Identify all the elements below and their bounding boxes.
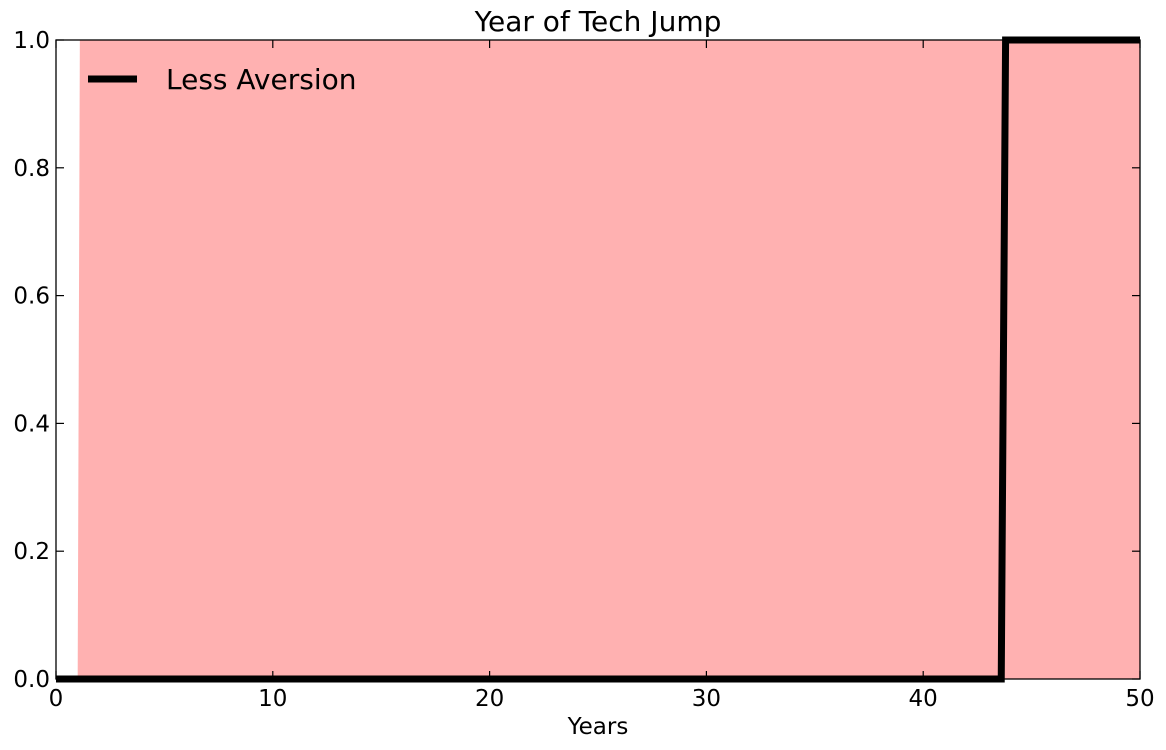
x-tick-label: 0 [49,686,64,712]
y-tick-label: 0.0 [13,667,50,693]
legend-label-less-aversion: Less Aversion [166,63,356,96]
x-tick-label: 10 [258,686,287,712]
shaded-band [56,40,1140,679]
plot-frame [55,39,1141,680]
x-tick-label: 30 [692,686,721,712]
y-tick-label: 0.2 [13,539,50,565]
shaded-band-layer [56,40,1140,679]
y-tick-label: 0.6 [13,284,50,310]
y-tick-label: 0.4 [13,411,50,437]
tick-layer: 0 10 20 30 40 50 0.0 0.2 0.4 0.6 0.8 1.0 [13,28,1154,712]
x-tick-label: 40 [909,686,938,712]
x-axis-title: Years [567,714,629,740]
legend: Less Aversion [88,63,356,96]
x-tick-label: 50 [1125,686,1154,712]
y-tick-label: 0.8 [13,156,50,182]
y-tick-label: 1.0 [13,28,50,54]
x-tick-label: 20 [475,686,504,712]
chart-title: Year of Tech Jump [474,5,722,38]
